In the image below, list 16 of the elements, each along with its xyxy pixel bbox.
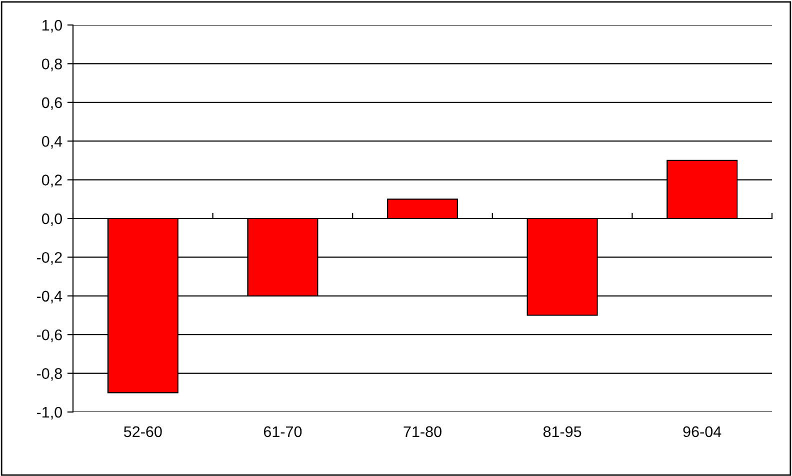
y-tick-label: 0,6 — [42, 97, 62, 110]
x-tick-label: 71-80 — [404, 426, 442, 438]
y-tick-label: -0,2 — [36, 252, 62, 265]
y-tick-label: -0,6 — [36, 329, 62, 342]
x-tick-label: 81-95 — [543, 426, 582, 438]
y-tick-label: 1,0 — [42, 20, 62, 32]
y-tick-label: 0,4 — [42, 136, 62, 149]
x-tick-label: 96-04 — [683, 426, 722, 438]
x-tick-label: 61-70 — [264, 426, 302, 438]
y-tick-label: 0,0 — [42, 213, 62, 226]
y-tick-label: 0,2 — [42, 174, 62, 188]
y-tick-label: -1,0 — [36, 406, 62, 420]
y-tick-label: 0,8 — [42, 58, 62, 72]
y-tick-label: -0,8 — [36, 368, 62, 381]
x-tick-label: 52-60 — [124, 426, 162, 438]
y-tick-label: -0,4 — [36, 290, 62, 304]
